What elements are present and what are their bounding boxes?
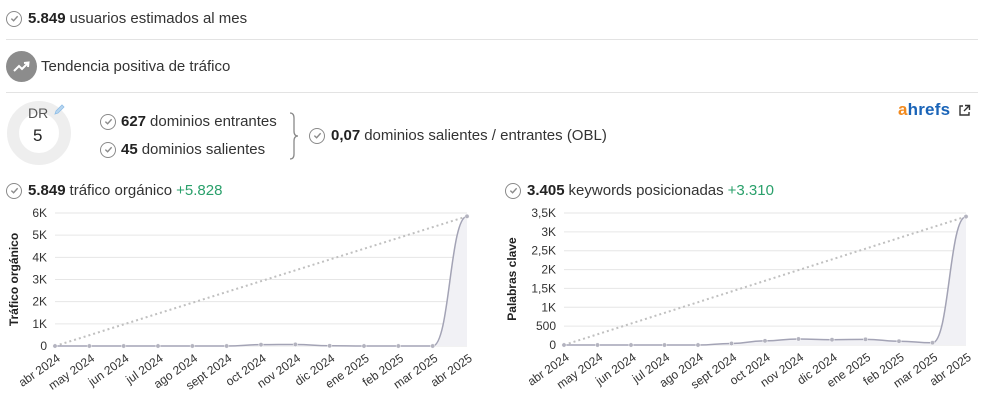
data-point xyxy=(829,337,835,343)
dr-label: DR xyxy=(28,105,49,121)
data-point xyxy=(52,343,58,349)
traffic-value: 5.849 xyxy=(28,182,66,199)
y-tick-label: 1K xyxy=(541,300,556,314)
data-point xyxy=(762,338,768,344)
pencil-icon[interactable] xyxy=(53,104,65,116)
data-point xyxy=(729,341,734,346)
brand-rest: hrefs xyxy=(907,100,951,119)
y-tick-label: 5K xyxy=(32,228,47,242)
data-point xyxy=(121,343,127,349)
referring-domains-value: 627 xyxy=(121,113,147,130)
keywords-value: 3.405 xyxy=(527,182,565,199)
traffic-label: tráfico orgánico xyxy=(69,182,173,199)
users-label: usuarios estimados al mes xyxy=(69,10,248,27)
data-point xyxy=(863,336,868,342)
check-circle-icon xyxy=(100,113,116,130)
data-point xyxy=(930,340,935,346)
data-point xyxy=(695,342,701,348)
data-point xyxy=(327,343,333,349)
users-stat-row: 5.849 usuarios estimados al mes xyxy=(6,10,247,27)
trending-up-icon xyxy=(6,51,37,82)
ahrefs-logo[interactable]: a hrefs xyxy=(898,100,971,120)
trend-line xyxy=(563,215,967,346)
y-tick-label: 2K xyxy=(541,263,556,277)
brand-a: a xyxy=(898,100,908,119)
external-link-icon[interactable] xyxy=(958,104,971,117)
y-axis-label: Tráfico orgánico xyxy=(7,233,21,326)
y-tick-label: 6K xyxy=(32,206,47,220)
y-tick-label: 2K xyxy=(32,295,47,309)
linked-domains-value: 45 xyxy=(121,141,138,158)
linked-domains-label: dominios salientes xyxy=(141,141,266,158)
obl-value: 0,07 xyxy=(331,127,361,144)
obl-row: 0,07 dominios salientes / entrantes (OBL… xyxy=(309,127,607,144)
y-tick-label: 3K xyxy=(32,273,47,287)
dr-value: 5 xyxy=(33,126,43,145)
check-circle-icon xyxy=(505,182,521,199)
y-tick-label: 1K xyxy=(32,317,47,331)
data-point xyxy=(155,343,161,349)
keywords-delta: +3.310 xyxy=(727,182,774,199)
check-circle-icon xyxy=(6,10,22,27)
y-tick-label: 2,5K xyxy=(531,244,556,258)
data-point xyxy=(796,336,801,342)
data-point xyxy=(292,341,298,347)
y-tick-label: 3,5K xyxy=(531,206,556,220)
data-point xyxy=(224,343,230,349)
data-point xyxy=(595,342,600,348)
y-tick-label: 4K xyxy=(32,250,47,264)
data-point xyxy=(361,343,367,349)
check-circle-icon xyxy=(309,127,325,144)
y-tick-label: 3K xyxy=(541,225,556,239)
check-circle-icon xyxy=(100,141,116,158)
trend-line xyxy=(54,215,468,347)
referring-domains-row: 627 dominios entrantes xyxy=(100,113,277,130)
divider xyxy=(6,39,978,40)
traffic-delta: +5.828 xyxy=(176,182,223,199)
keywords-stat-row: 3.405 keywords posicionadas +3.310 xyxy=(505,182,774,199)
data-point xyxy=(963,214,969,220)
y-tick-label: 0 xyxy=(549,338,556,352)
data-point xyxy=(628,342,634,348)
domain-rating-ring xyxy=(7,101,71,165)
y-axis-label: Palabras clave xyxy=(505,237,519,321)
data-point xyxy=(662,342,667,348)
y-tick-label: 1,5K xyxy=(531,281,556,295)
data-point xyxy=(86,343,92,349)
data-point xyxy=(430,343,436,349)
data-point xyxy=(189,343,195,349)
y-tick-label: 0 xyxy=(40,339,47,353)
curly-brace-icon xyxy=(289,112,299,160)
data-point xyxy=(395,343,401,349)
referring-domains-label: dominios entrantes xyxy=(150,113,277,130)
data-point xyxy=(258,342,264,348)
users-value: 5.849 xyxy=(28,10,66,27)
data-point xyxy=(464,213,470,219)
trend-row: Tendencia positiva de tráfico xyxy=(6,51,230,82)
traffic-stat-row: 5.849 tráfico orgánico +5.828 xyxy=(6,182,222,199)
obl-label: dominios salientes / entrantes (OBL) xyxy=(364,127,607,144)
y-tick-label: 500 xyxy=(536,319,556,333)
data-point xyxy=(561,342,567,348)
divider xyxy=(6,92,978,93)
check-circle-icon xyxy=(6,182,22,199)
keywords-label: keywords posicionadas xyxy=(568,182,724,199)
linked-domains-row: 45 dominios salientes xyxy=(100,141,265,158)
data-point xyxy=(896,338,902,344)
trend-label: Tendencia positiva de tráfico xyxy=(41,58,231,75)
